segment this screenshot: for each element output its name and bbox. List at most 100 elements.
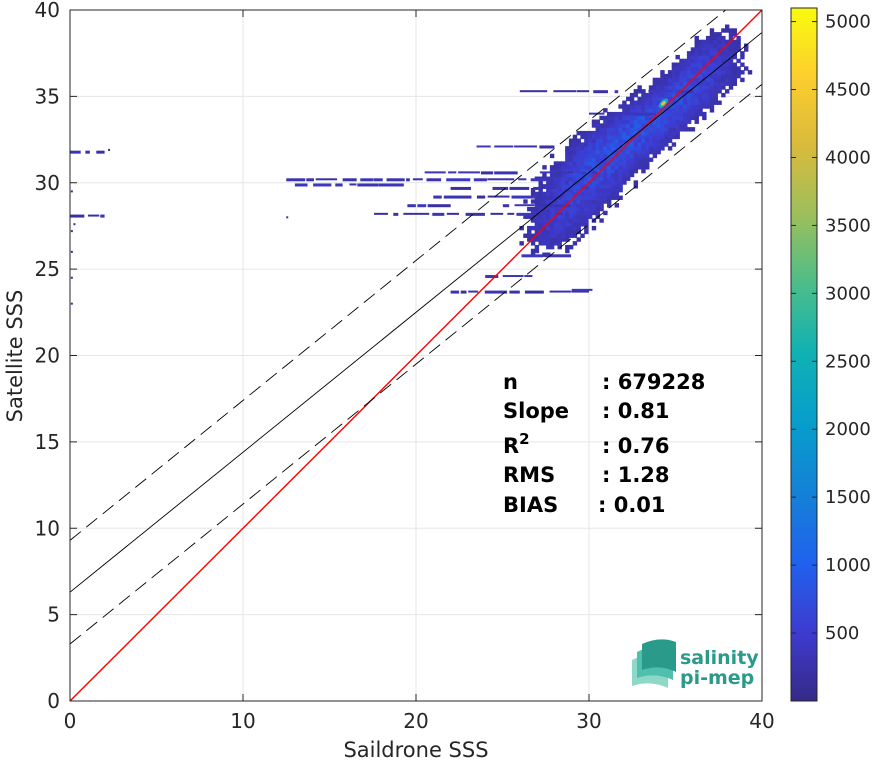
heat-cell [645, 142, 650, 147]
heat-cell [591, 180, 597, 185]
heat-cell [694, 85, 699, 90]
heat-cell [549, 244, 555, 250]
heat-cell [648, 146, 654, 151]
heat-cell [606, 176, 612, 181]
heat-cell [641, 119, 646, 124]
heat-cell [702, 81, 707, 86]
heat-cell [572, 184, 578, 189]
heat-cell [584, 195, 589, 200]
heat-cell [568, 168, 574, 174]
colorbar-tick-label: 5000 [825, 12, 871, 33]
heat-cell [542, 229, 547, 235]
heat-cell [698, 58, 703, 64]
heat-cell [534, 218, 540, 223]
heat-streak [357, 183, 379, 187]
heat-cell [679, 96, 684, 102]
heat-cell [679, 127, 684, 132]
heat-cell [648, 104, 654, 109]
heat-cell [546, 184, 551, 189]
heat-cell [694, 66, 699, 71]
heat-cell [595, 184, 600, 189]
heat-cell [629, 142, 635, 147]
heat-cell [618, 123, 623, 128]
colorbar-ticks: 500 1000 1500 2000 2500 3000 3500 4000 4500 5000 [791, 12, 871, 644]
heat-cell [671, 92, 677, 98]
heat-cell [591, 123, 597, 128]
heat-cell [572, 134, 578, 140]
heat-cell [530, 241, 536, 246]
heat-cell [667, 96, 673, 102]
heat-cell [614, 146, 620, 151]
heat-cell [618, 165, 623, 170]
heat-streak [406, 178, 410, 182]
heat-cell [686, 70, 692, 75]
heat-cell [645, 100, 650, 105]
colorbar-bar [790, 7, 818, 702]
heat-cell [724, 77, 730, 83]
heat-cell [618, 134, 623, 140]
heat-cell [675, 115, 680, 121]
heat-cell [572, 172, 578, 178]
heat-cell [606, 195, 612, 200]
heat-cell [538, 222, 543, 227]
heat-cell [626, 108, 631, 113]
lower-bound-line [70, 83, 762, 645]
heat-cell [705, 104, 711, 109]
x-axis-title: Saildrone SSS [343, 738, 488, 762]
heat-cell [633, 168, 639, 174]
heat-cell [591, 146, 597, 151]
heat-cell [717, 47, 722, 52]
heat-cell [641, 138, 646, 143]
heat-cell [572, 222, 578, 227]
heat-cell [576, 146, 581, 151]
heat-cell [614, 123, 620, 128]
heat-cell [610, 146, 616, 151]
heat-cell [614, 180, 620, 185]
heat-cell [603, 130, 608, 136]
heat-cell [724, 66, 730, 71]
heat-cell [736, 73, 741, 79]
heat-cell [595, 119, 600, 124]
heat-cell [633, 153, 639, 159]
heat-cell [610, 195, 616, 200]
heat-cell [656, 100, 661, 105]
heat-cell [626, 104, 631, 109]
heat-cell [641, 146, 646, 151]
heat-streak [521, 254, 544, 258]
heat-cell [591, 187, 597, 193]
heat-cell [626, 172, 631, 178]
heat-cell [614, 168, 620, 174]
heat-cell [542, 233, 547, 238]
heat-cell [679, 81, 684, 86]
heat-cell [572, 210, 578, 216]
heat-cell [622, 127, 627, 132]
heat-cell [626, 165, 631, 170]
heat-cell [656, 96, 661, 102]
heat-cell [584, 199, 589, 204]
heat-cell [728, 35, 734, 41]
heat-streak [591, 171, 598, 174]
heat-cell [728, 28, 734, 33]
heat-cell [633, 119, 639, 124]
heat-cell [587, 206, 593, 212]
heat-streak [679, 90, 693, 94]
heat-cell [610, 168, 616, 174]
heat-cell [595, 165, 600, 170]
heat-cell [721, 73, 726, 79]
heat-cell [584, 161, 589, 166]
heat-cell [629, 96, 635, 102]
heat-cell [671, 115, 677, 121]
heat-streak [476, 195, 486, 199]
heat-streak [571, 288, 593, 291]
heat-streak [315, 178, 338, 181]
heat-cell [683, 119, 688, 124]
heat-cell [664, 142, 669, 147]
heat-cell [721, 92, 726, 98]
heat-cell [732, 70, 737, 75]
heat-cell [614, 130, 620, 136]
heat-cell [641, 153, 646, 159]
heat-cell [561, 222, 566, 227]
heat-cell [713, 89, 718, 94]
colorbar-tick-label: 4000 [825, 147, 871, 168]
heat-cell [599, 203, 604, 208]
